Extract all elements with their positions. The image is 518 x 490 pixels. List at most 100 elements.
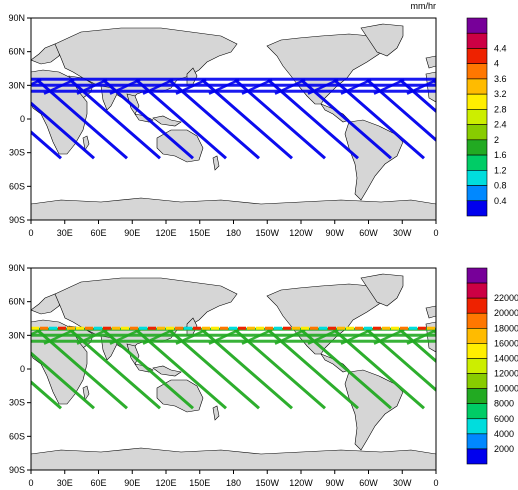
colorbar-swatch [466,124,488,141]
swath-hot-cell [94,326,102,330]
swath-hot-cell [211,326,219,330]
swath-hot-cell [49,326,57,330]
swath-arc [406,78,436,95]
swath-hot-cell [175,326,183,330]
colorbar-swatch [466,433,488,450]
colorbar-swatch [466,328,488,344]
swath-hot-cell [58,326,66,330]
colorbar-label: 18000 [494,323,518,333]
colorbar-label: 1.6 [494,150,507,160]
lat-label: 60S [9,181,25,191]
lat-label: 60S [9,431,25,441]
swath-hot-cell [220,326,228,330]
top-lat-labels: 90N 60N 30N 0 30S 60S 90S [8,13,31,225]
swath-track [366,328,436,392]
swath-arc [274,328,306,345]
swath-hot-cell [112,326,120,330]
swath-hot-cell [85,326,93,330]
swath-track [300,328,392,410]
lon-label: 90W [325,478,344,488]
colorbar-label: 2.8 [494,104,507,114]
colorbar-swatch [466,297,488,314]
colorbar-swatch [466,282,488,299]
colorbar-swatch [466,109,488,125]
swath-hot-cell [328,326,336,330]
swath-hot-cell [274,326,282,330]
lat-label: 90N [8,263,25,273]
top-units-label: mm/hr [411,1,437,11]
swath-hot-cell [103,326,111,330]
colorbar-label: 4 [494,59,499,69]
swath-hot-cell [166,326,174,330]
swath-hot-cell [148,326,156,330]
lon-label: 180 [226,228,241,238]
colorbar-label: 0.8 [494,181,507,191]
swath-hot-cell [391,326,399,330]
swath-arc [31,78,42,86]
swath-arc [109,328,141,345]
colorbar-swatch [466,358,488,374]
swath-track [234,78,326,160]
swath-band [31,89,436,93]
colorbar-swatch [466,343,488,359]
lat-label: 60N [8,47,25,57]
swath-hot-cell [67,326,75,330]
swath-arc [241,78,273,95]
swath-arc [340,78,372,95]
swath-hot-cell [184,326,192,330]
colorbar-label: 4.4 [494,43,507,53]
colorbar-label: 10000 [494,384,518,394]
colorbar-label: 16000 [494,338,518,348]
swath-track [168,328,260,410]
swath-arc [175,78,207,95]
colorbar-swatch [466,200,488,217]
swath-hot-cell [247,326,255,330]
swath-hot-cell [238,326,246,330]
top-lon-labels: 0 30E 60E 90E 120E 150E 180 150W 120W 90W 60W 30W 0 [28,220,439,238]
colorbar-label: 8000 [494,399,514,409]
colorbar-label: 6000 [494,414,514,424]
swath-hot-cell [355,326,363,330]
swath-track [102,78,194,160]
swath-hot-cell [229,326,237,330]
swath-hot-cell [121,326,129,330]
swath-track [69,328,161,410]
swath-arc [142,328,174,345]
colorbar-label: 12000 [494,369,518,379]
colorbar-label: 3.6 [494,74,507,84]
swath-band [31,77,436,81]
colorbar-label: 2 [494,135,499,145]
lat-label: 90S [9,215,25,225]
lat-label: 30N [8,80,25,90]
colorbar-swatch [466,32,488,49]
lon-label: 30E [57,228,73,238]
swath-arc [307,78,339,95]
swath-track [267,78,359,160]
colorbar-label: 22000 [494,293,518,303]
colorbar-swatch [466,154,488,171]
colorbar-swatch [466,48,488,64]
lat-label: 30S [9,398,25,408]
swath-arc [307,328,339,345]
swath-track [135,328,227,410]
lon-label: 150E [189,478,210,488]
swath-arc [440,330,470,344]
colorbar-label: 20000 [494,308,518,318]
colorbar-swatch [466,78,488,95]
swath-arc [274,78,306,95]
swath-arc [406,328,436,345]
lat-label: 90S [9,465,25,475]
lon-label: 60W [359,478,378,488]
swath-arc [76,78,108,95]
bottom-lat-labels: 90N 60N 30N 0 30S 60S 90S [8,263,31,475]
bottom-map-panel: 90N 60N 30N 0 30S 60S 90S 0 30E 60E 90E 120E 150E 18… [8,263,518,488]
swath-track [399,78,436,114]
swath-band [31,83,436,87]
swath-hot-cell [139,326,147,330]
lon-label: 120W [289,228,313,238]
colorbar-swatch [466,170,488,186]
swath-track [399,328,436,364]
swath-hot-cell [292,326,300,330]
swath-track [69,78,161,160]
bottom-swaths [31,326,470,410]
